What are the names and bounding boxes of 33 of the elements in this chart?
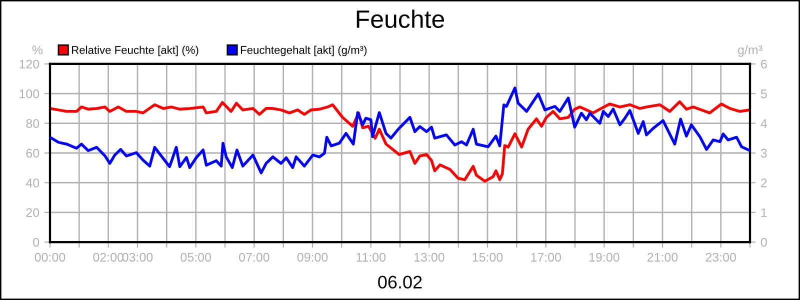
legend-label: Relative Feuchte [akt] (%) bbox=[72, 46, 198, 56]
x-axis-title: 06.02 bbox=[378, 276, 422, 289]
y2-tick-label: 0 bbox=[760, 238, 767, 247]
y-tick-label: 20 bbox=[26, 208, 40, 218]
x-tick-label: 03:00 bbox=[122, 252, 153, 262]
x-tick-label: 21:00 bbox=[647, 252, 678, 262]
y2-tick-label: 4 bbox=[760, 119, 768, 128]
x-tick-label: 07:00 bbox=[239, 252, 270, 262]
y-tick-label: 0 bbox=[33, 238, 40, 247]
legend-label: Feuchtegehalt [akt] (g/m³) bbox=[240, 46, 367, 56]
y2-tick-label: 3 bbox=[760, 148, 767, 158]
y2-tick-label: 6 bbox=[761, 60, 767, 69]
x-tick-label: 17:00 bbox=[531, 252, 561, 262]
y-tick-label: 120 bbox=[20, 60, 40, 69]
x-tick-label: 00:00 bbox=[34, 252, 66, 262]
y2-tick-label: 5 bbox=[760, 90, 767, 98]
y2-tick-label: 1 bbox=[761, 208, 767, 217]
y2-axis-title: g/m³ bbox=[738, 45, 762, 57]
chart-title: Feuchte bbox=[356, 10, 444, 28]
y-tick-label: 40 bbox=[26, 178, 40, 188]
x-tick-label: 15:00 bbox=[472, 252, 503, 262]
x-tick-label: 05:00 bbox=[180, 252, 211, 262]
x-tick-label: 13:00 bbox=[414, 252, 444, 262]
y-tick-label: 100 bbox=[20, 89, 40, 98]
x-tick-label: 09:00 bbox=[297, 252, 328, 262]
x-tick-label: 19:00 bbox=[589, 252, 620, 262]
x-tick-label: 02:00 bbox=[93, 252, 124, 262]
y2-tick-label: 2 bbox=[761, 178, 767, 188]
x-tick-label: 11:00 bbox=[356, 252, 386, 262]
y-tick-label: 80 bbox=[26, 119, 40, 128]
y-axis-title: % bbox=[32, 46, 43, 54]
x-tick-label: 23:00 bbox=[706, 252, 736, 262]
y-tick-label: 60 bbox=[26, 148, 40, 158]
